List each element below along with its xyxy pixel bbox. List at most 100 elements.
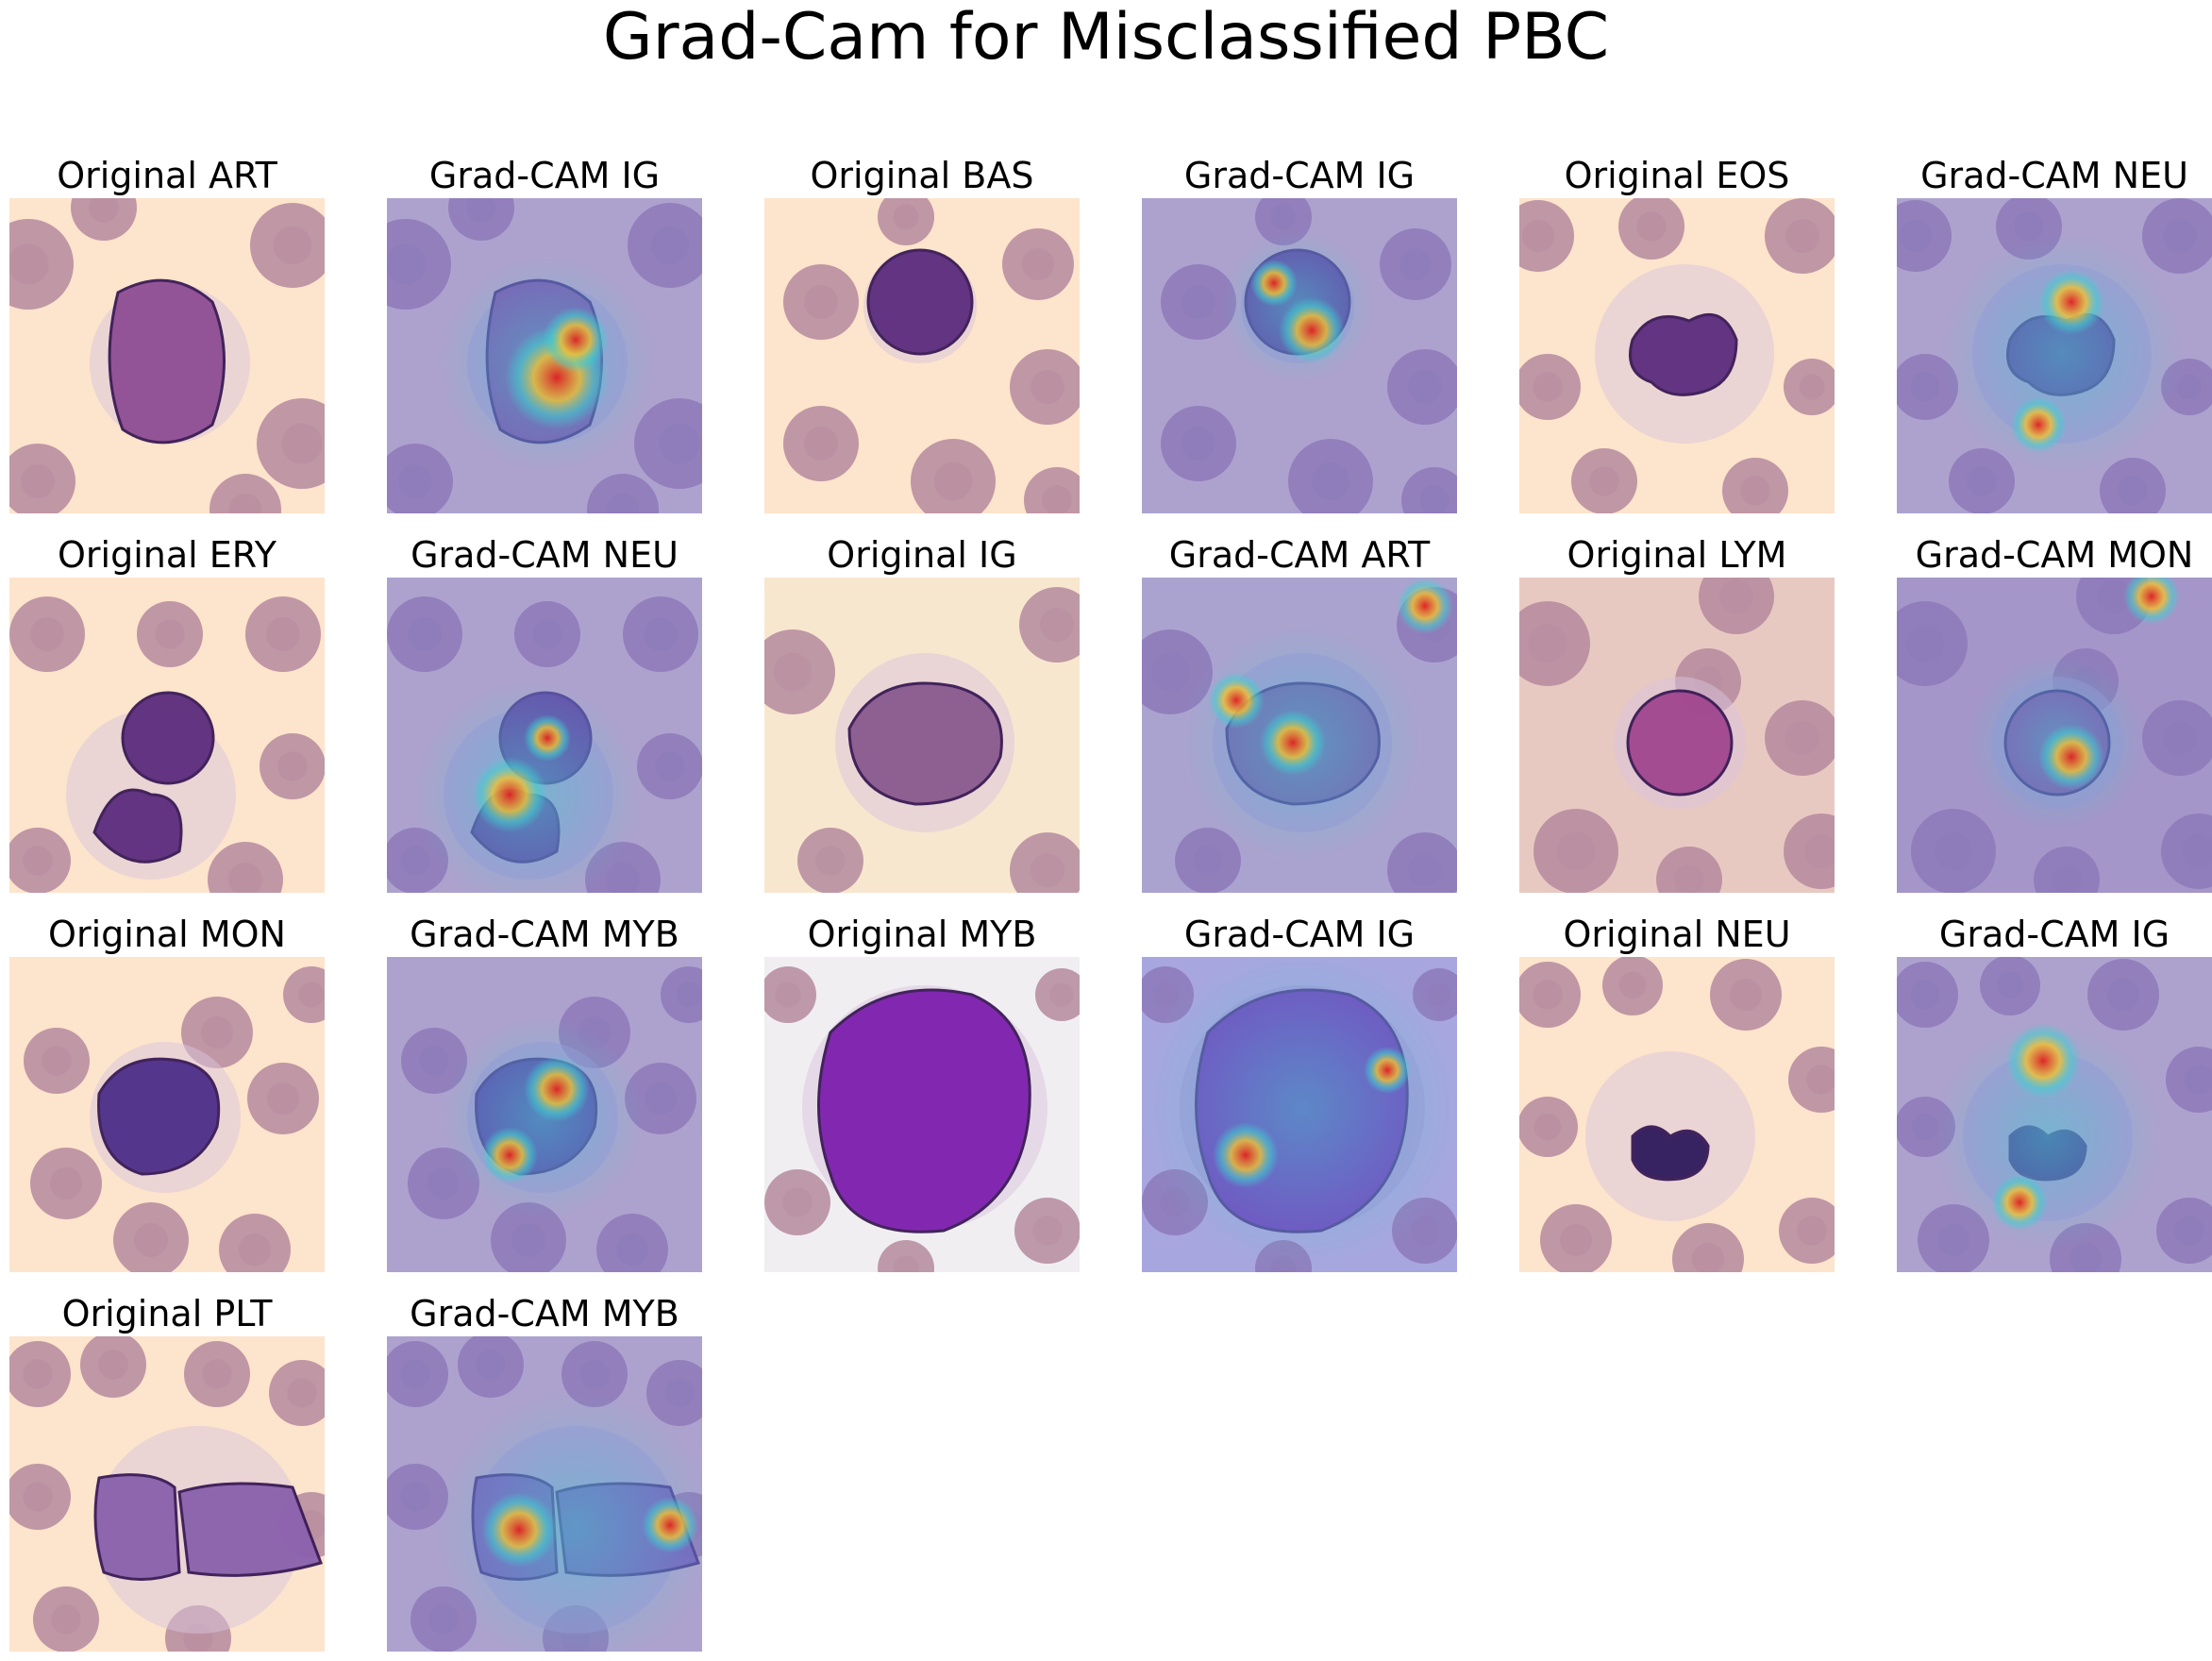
- red-blood-cell-center: [287, 1378, 317, 1408]
- red-blood-cell-center: [1559, 1223, 1593, 1257]
- red-blood-cell-center: [1556, 831, 1596, 871]
- blood-cell-image: [764, 957, 1080, 1272]
- panel-title: Original MON: [48, 914, 286, 955]
- red-blood-cell-center: [202, 1359, 232, 1389]
- red-blood-cell: [878, 198, 934, 245]
- red-blood-cell: [250, 203, 325, 288]
- panel-title: Grad-CAM NEU: [1920, 155, 2188, 196]
- heatmap-hotspot: [524, 1056, 590, 1122]
- red-blood-cell: [9, 444, 75, 513]
- red-blood-cell: [113, 1202, 189, 1272]
- heatmap-hotspot: [481, 1127, 538, 1183]
- red-blood-cell: [797, 828, 863, 893]
- red-blood-cell: [1571, 448, 1637, 513]
- red-blood-cell: [1618, 198, 1684, 260]
- cell-nucleus: [108, 278, 226, 445]
- red-blood-cell: [184, 1341, 250, 1407]
- heatmap-hotspot: [472, 757, 547, 832]
- red-blood-cell: [9, 828, 71, 893]
- red-blood-cell-center: [266, 617, 300, 651]
- gradcam-heatmap-image: [1142, 578, 1457, 893]
- heatmap-hotspot: [2005, 1023, 2081, 1099]
- red-blood-cell-center: [9, 243, 49, 285]
- gradcam-heatmap-image: [1897, 957, 2212, 1272]
- red-blood-cell: [1519, 962, 1581, 1028]
- heatmap-hotspot: [1991, 1174, 2048, 1231]
- gradcam-heatmap-image: [1142, 957, 1457, 1272]
- panel-title: Original EOS: [1564, 155, 1790, 196]
- red-blood-cell-center: [266, 1082, 300, 1116]
- panel-title: Grad-CAM MON: [1915, 534, 2194, 576]
- heatmap-hotspot: [1213, 1122, 1279, 1188]
- gradcam-heatmap-image: [1897, 578, 2212, 893]
- red-blood-cell-center: [782, 1187, 813, 1217]
- blood-cell-image: [1519, 578, 1835, 893]
- cell-nucleus: [97, 1057, 221, 1176]
- red-blood-cell: [1788, 1047, 1835, 1113]
- red-blood-cell: [1656, 847, 1722, 893]
- red-blood-cell: [1722, 458, 1788, 513]
- red-blood-cell: [257, 398, 325, 489]
- red-blood-cell: [247, 1063, 319, 1134]
- red-blood-cell-center: [1528, 624, 1567, 663]
- cell-nucleus: [93, 1473, 323, 1581]
- red-blood-cell: [1010, 349, 1080, 425]
- gradcam-heatmap-image: [1897, 198, 2212, 513]
- red-blood-cell: [208, 842, 283, 893]
- heatmap-hotspot: [1364, 1047, 1411, 1094]
- heatmap-hotspot: [1260, 710, 1326, 776]
- red-blood-cell: [1024, 467, 1080, 513]
- red-blood-cell-center: [277, 751, 308, 781]
- red-blood-cell-center: [1729, 978, 1763, 1012]
- red-blood-cell: [764, 966, 816, 1023]
- red-blood-cell-center: [1533, 372, 1563, 402]
- red-blood-cell: [1519, 200, 1574, 272]
- heatmap-glow: [1933, 1021, 2163, 1251]
- panel-title: Grad-CAM MYB: [410, 1293, 679, 1334]
- red-blood-cell: [1519, 1097, 1578, 1157]
- heatmap-hotspot: [2038, 269, 2104, 335]
- red-blood-cell: [283, 966, 325, 1023]
- cell-nucleus: [1629, 312, 1738, 396]
- red-blood-cell: [1519, 354, 1581, 420]
- red-blood-cell: [911, 439, 996, 513]
- red-blood-cell: [9, 1341, 71, 1407]
- panel-title: Grad-CAM IG: [1938, 914, 2170, 955]
- red-blood-cell-center: [773, 652, 813, 692]
- red-blood-cell-center: [98, 1350, 128, 1380]
- red-blood-cell: [1533, 809, 1618, 893]
- red-blood-cell-center: [1691, 1242, 1725, 1272]
- red-blood-cell-center: [1032, 1216, 1063, 1246]
- panel-title: Grad-CAM IG: [1183, 914, 1416, 955]
- red-blood-cell-center: [1618, 971, 1647, 999]
- red-blood-cell-center: [775, 982, 801, 1008]
- red-blood-cell-center: [1533, 1113, 1562, 1141]
- cell-nucleus: [1626, 689, 1734, 797]
- red-blood-cell: [1519, 601, 1590, 686]
- red-blood-cell: [1779, 1198, 1835, 1264]
- red-blood-cell-center: [804, 427, 838, 461]
- red-blood-cell: [783, 264, 859, 340]
- red-blood-cell-center: [228, 863, 262, 893]
- heatmap-hotspot: [481, 1492, 557, 1568]
- cell-nucleus: [847, 681, 1003, 806]
- red-blood-cell-center: [1785, 219, 1819, 253]
- red-blood-cell: [9, 219, 74, 310]
- red-blood-cell: [764, 1169, 830, 1235]
- panel-title: Original IG: [827, 534, 1017, 576]
- cell-nucleus: [1631, 1125, 1710, 1182]
- red-blood-cell-center: [42, 1046, 72, 1076]
- red-blood-cell-center: [1521, 219, 1555, 253]
- red-blood-cell: [1784, 359, 1835, 415]
- red-blood-cell-center: [1804, 834, 1835, 868]
- red-blood-cell-center: [1040, 608, 1074, 642]
- red-blood-cell: [1765, 700, 1835, 776]
- gradcam-heatmap-image: [387, 957, 702, 1272]
- panel-title: Original MYB: [807, 914, 1037, 955]
- red-blood-cell-center: [1799, 374, 1825, 400]
- red-blood-cell: [137, 601, 203, 667]
- red-blood-cell-center: [1674, 864, 1704, 893]
- blood-cell-image: [9, 198, 325, 513]
- heatmap-hotspot: [1397, 578, 1453, 634]
- red-blood-cell-center: [238, 1233, 272, 1267]
